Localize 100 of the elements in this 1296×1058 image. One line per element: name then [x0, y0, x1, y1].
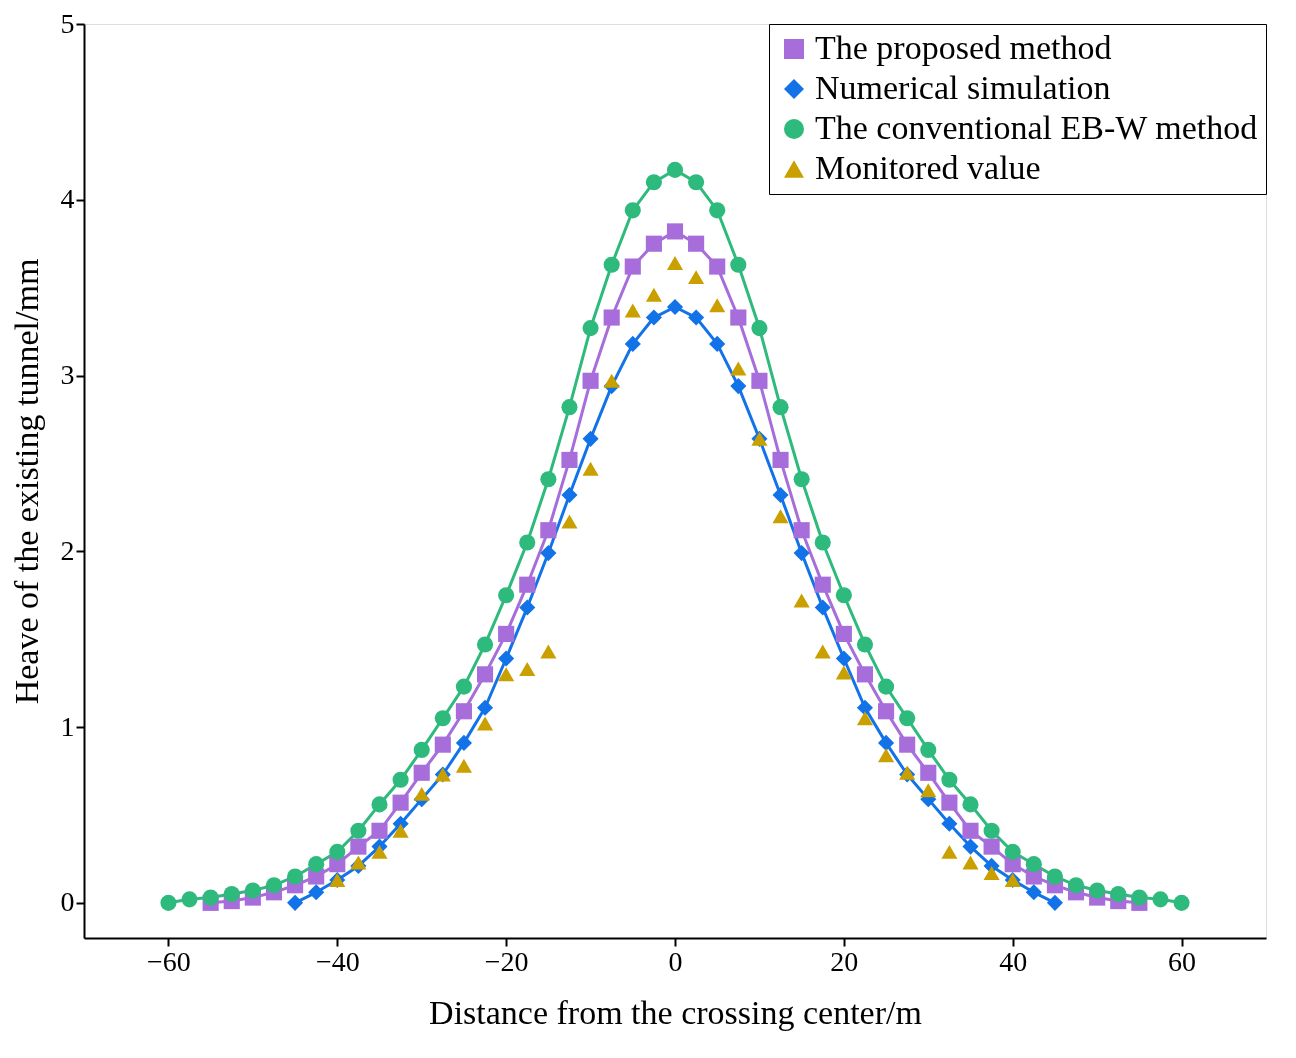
point [666, 161, 684, 178]
point [941, 815, 958, 832]
point [624, 202, 641, 219]
point [223, 886, 240, 903]
point [498, 667, 515, 682]
point [1025, 884, 1042, 901]
y-tick-label: 3 [60, 359, 75, 391]
point [645, 174, 662, 191]
point [455, 703, 472, 720]
point [688, 270, 705, 285]
point [835, 625, 852, 642]
point [582, 372, 599, 389]
point [856, 666, 874, 683]
point [709, 258, 726, 275]
point [1173, 894, 1190, 911]
point [856, 711, 874, 726]
point [920, 783, 937, 798]
y-tick-label: 5 [60, 7, 75, 39]
point [814, 576, 831, 593]
x-tick-label: 60 [1168, 945, 1197, 977]
point [371, 822, 388, 839]
point [856, 699, 874, 716]
point [244, 882, 261, 899]
point [308, 884, 325, 901]
point [1089, 882, 1106, 899]
point [751, 372, 768, 389]
legend-label: Numerical simulation [815, 69, 1111, 106]
point [878, 678, 895, 695]
y-tick-label: 1 [60, 710, 75, 742]
point [878, 734, 895, 751]
point [561, 514, 578, 529]
point [455, 758, 472, 773]
point [878, 748, 895, 763]
point [455, 678, 472, 695]
point [1004, 843, 1021, 860]
point [666, 256, 684, 271]
point [308, 856, 325, 873]
point [1046, 894, 1063, 911]
point [181, 891, 198, 908]
point [350, 855, 367, 870]
point [1067, 877, 1085, 894]
point [476, 666, 494, 683]
point [856, 636, 874, 653]
point [287, 868, 304, 885]
point [603, 373, 620, 388]
point [561, 451, 578, 468]
y-axis-title: Heave of the existing tunnel/mm [7, 258, 45, 705]
point [413, 741, 430, 758]
point [730, 361, 747, 376]
point [265, 877, 283, 894]
point [624, 335, 641, 352]
point [709, 335, 726, 352]
x-tick-label: −60 [147, 945, 191, 977]
point [392, 823, 409, 838]
point [1131, 889, 1148, 906]
point [434, 736, 451, 753]
point [941, 844, 958, 859]
point [983, 838, 1000, 855]
point [413, 764, 430, 781]
point [814, 599, 831, 616]
point [160, 894, 177, 911]
point [1046, 868, 1063, 885]
point [962, 838, 979, 855]
point [519, 662, 536, 677]
point [730, 256, 747, 273]
point [688, 174, 705, 191]
point [941, 794, 958, 811]
point [920, 764, 937, 781]
point [793, 471, 810, 488]
point [624, 303, 641, 318]
point [519, 576, 536, 593]
point [772, 399, 789, 416]
point [920, 741, 937, 758]
point [476, 716, 494, 731]
point [329, 843, 346, 860]
point [603, 309, 620, 326]
point [350, 822, 367, 839]
point [751, 320, 768, 337]
point [962, 796, 979, 813]
x-tick-label: 40 [999, 945, 1028, 977]
point [899, 736, 916, 753]
point [688, 235, 705, 252]
point [350, 838, 367, 855]
point [371, 844, 388, 859]
point [392, 771, 409, 788]
point [772, 451, 789, 468]
x-axis-title: Distance from the crossing center/m [429, 993, 922, 1031]
point [476, 699, 494, 716]
point [287, 894, 304, 911]
point [709, 298, 726, 313]
point [835, 665, 852, 680]
point [983, 865, 1000, 880]
point [540, 644, 557, 659]
point [476, 636, 494, 653]
point [962, 855, 979, 870]
point [814, 534, 831, 551]
point [540, 471, 557, 488]
point [519, 599, 536, 616]
point [645, 287, 662, 302]
point [582, 461, 599, 476]
